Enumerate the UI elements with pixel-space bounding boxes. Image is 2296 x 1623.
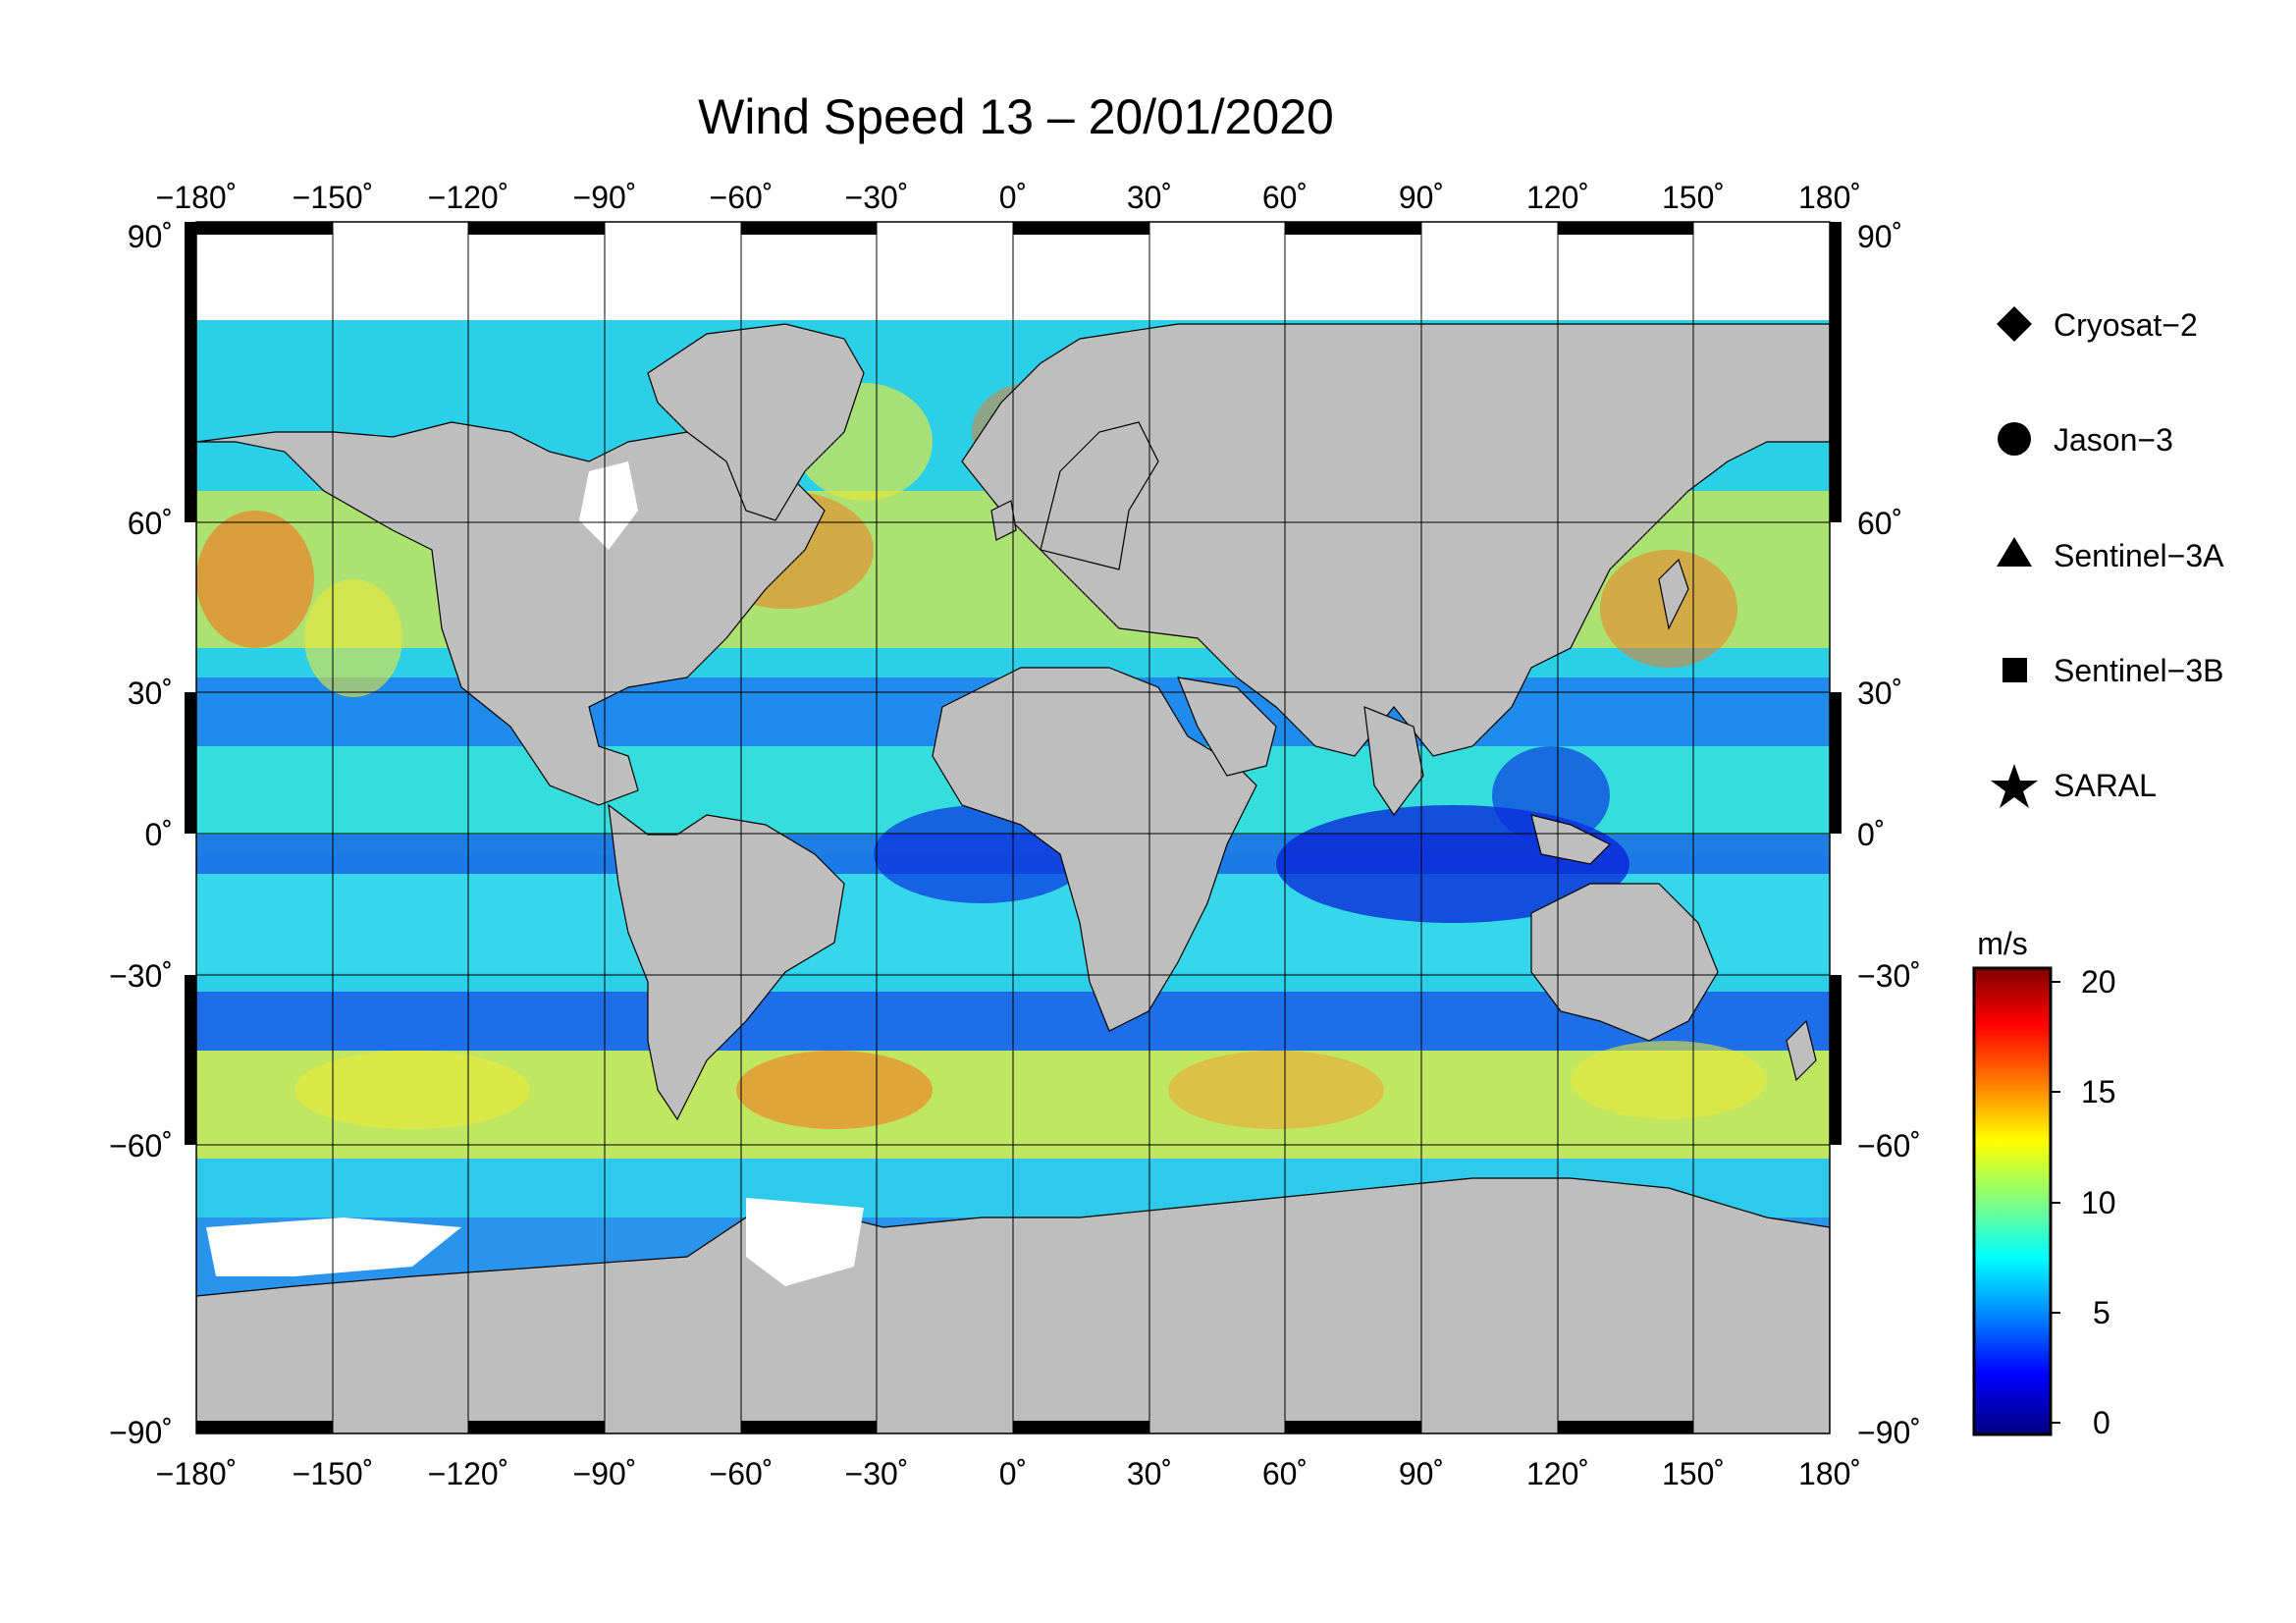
satellite-legend: Cryosat−2 Jason−3 Sentinel−3A Sentinel−3… (1991, 306, 2224, 808)
star-icon (1991, 764, 2038, 808)
colorbar: m/s 20 15 10 5 0 (1972, 926, 2116, 1440)
lon-ticks-bottom: −180˚ −150˚ −120˚ −90˚ −60˚ −30˚ 0˚ 30˚ … (156, 1456, 1861, 1491)
diamond-icon (1997, 306, 2032, 342)
legend-label: SARAL (2054, 768, 2157, 803)
legend-item-cryosat: Cryosat−2 (1997, 306, 2198, 343)
lon-tick: 120˚ (1526, 180, 1589, 215)
lon-tick: −30˚ (845, 180, 909, 215)
scandinavia (1040, 421, 1159, 570)
map-interior (196, 222, 1830, 1434)
lon-tick: 180˚ (1798, 180, 1861, 215)
lat-tick: 0˚ (145, 817, 173, 852)
lon-tick: 60˚ (1262, 180, 1308, 215)
lon-tick: −150˚ (293, 180, 374, 215)
lon-tick: −90˚ (573, 180, 637, 215)
lat-ticks-right: 90˚ 60˚ 30˚ 0˚ −30˚ −60˚ −90˚ (1857, 219, 1921, 1450)
lat-tick: 30˚ (1857, 676, 1902, 711)
lat-tick: −30˚ (109, 958, 173, 994)
legend-label: Cryosat−2 (2054, 307, 2198, 343)
colorbar-unit: m/s (1977, 926, 2028, 961)
colorbar-tick-marks (2051, 981, 2060, 1424)
north-america (196, 421, 826, 806)
lon-tick: −120˚ (428, 180, 509, 215)
lat-tick: 60˚ (1857, 506, 1902, 541)
lon-tick: −60˚ (710, 1456, 774, 1491)
colorbar-tick: 15 (2081, 1074, 2116, 1109)
lat-tick: −60˚ (1857, 1128, 1921, 1163)
lat-tick: 90˚ (128, 219, 173, 254)
colorbar-tick: 10 (2081, 1185, 2116, 1220)
square-icon (2002, 658, 2027, 682)
legend-label: Jason−3 (2054, 422, 2173, 458)
lon-tick: 150˚ (1662, 180, 1725, 215)
triangle-icon (1997, 537, 2032, 567)
lon-tick: −90˚ (573, 1456, 637, 1491)
lon-tick: 30˚ (1127, 180, 1172, 215)
lon-tick: −180˚ (156, 1456, 238, 1491)
lon-tick: −120˚ (428, 1456, 509, 1491)
legend-label: Sentinel−3A (2054, 538, 2224, 573)
lon-tick: 90˚ (1399, 180, 1444, 215)
japan (1658, 558, 1689, 630)
sea-ice (206, 461, 864, 1286)
lat-tick: 30˚ (128, 676, 173, 711)
lat-ticks-left: 90˚ 60˚ 30˚ 0˚ −30˚ −60˚ −90˚ (109, 219, 173, 1450)
frame-bars (185, 222, 1842, 1434)
eurasia (961, 323, 1830, 757)
lon-tick: −180˚ (156, 180, 238, 215)
circle-icon (1998, 422, 2031, 456)
lon-tick: −150˚ (293, 1456, 374, 1491)
new-zealand (1786, 1019, 1817, 1082)
lat-tick: −60˚ (109, 1128, 173, 1163)
legend-item-jason: Jason−3 (1998, 422, 2173, 458)
colorbar-tick: 0 (2093, 1405, 2110, 1440)
graticule (196, 222, 1830, 1434)
colorbar-tick: 20 (2081, 964, 2116, 1000)
legend-item-sentinel-3a: Sentinel−3A (1997, 537, 2224, 573)
lat-tick: 60˚ (128, 506, 173, 541)
indonesia (1530, 814, 1612, 865)
south-america (608, 803, 845, 1121)
lon-tick: 150˚ (1662, 1456, 1725, 1491)
lon-tick: 60˚ (1262, 1456, 1308, 1491)
map-title: Wind Speed 13 – 20/01/2020 (698, 89, 1334, 144)
greenland (647, 323, 865, 521)
lon-tick: 0˚ (999, 180, 1027, 215)
legend-item-sentinel-3b: Sentinel−3B (2002, 653, 2223, 688)
uk (990, 500, 1017, 541)
india (1363, 706, 1424, 817)
colorbar-tick: 5 (2093, 1295, 2110, 1330)
lon-tick: 180˚ (1798, 1456, 1861, 1491)
lon-tick: 90˚ (1399, 1456, 1444, 1491)
colorbar-ticks: 20 15 10 5 0 (2081, 964, 2116, 1440)
lon-ticks-top: −180˚ −150˚ −120˚ −90˚ −60˚ −30˚ 0˚ 30˚ … (156, 180, 1861, 215)
australia (1530, 883, 1719, 1042)
legend-label: Sentinel−3B (2054, 653, 2223, 688)
lon-tick: −60˚ (710, 180, 774, 215)
arabia (1177, 676, 1277, 777)
legend-item-saral: SARAL (1991, 764, 2157, 808)
lat-tick: 0˚ (1857, 817, 1885, 852)
lat-tick: −30˚ (1857, 958, 1921, 994)
lat-tick: −90˚ (109, 1415, 173, 1450)
lon-tick: 0˚ (999, 1456, 1027, 1491)
lon-tick: 120˚ (1526, 1456, 1589, 1491)
lat-tick: −90˚ (1857, 1415, 1921, 1450)
colorbar-scale (1972, 966, 2053, 1436)
lat-tick: 90˚ (1857, 219, 1902, 254)
lon-tick: −30˚ (845, 1456, 909, 1491)
lon-tick: 30˚ (1127, 1456, 1172, 1491)
